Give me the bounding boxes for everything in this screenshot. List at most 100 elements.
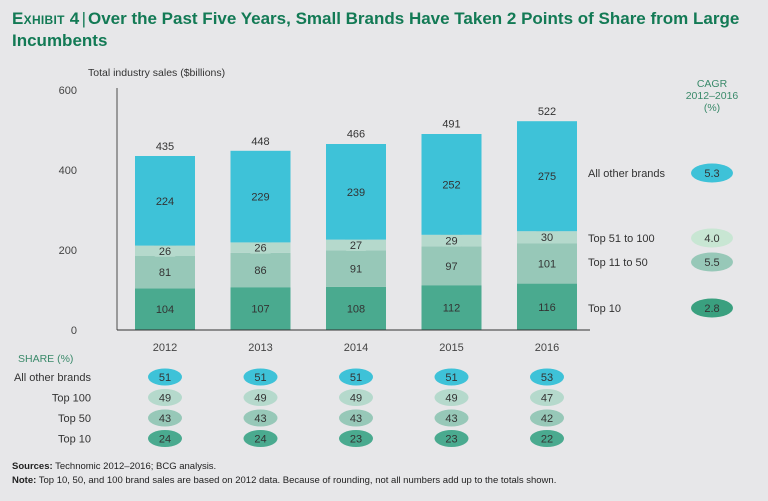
share-value: 43 — [254, 413, 266, 425]
bar-value-label: 224 — [156, 196, 174, 208]
share-value: 42 — [541, 413, 553, 425]
legend-label: Top 11 to 50 — [588, 257, 648, 269]
cagr-value: 5.3 — [704, 168, 719, 180]
bar-value-label: 97 — [445, 261, 457, 273]
share-row-label: Top 10 — [58, 434, 91, 446]
share-row-label: All other brands — [14, 372, 92, 384]
share-oval — [530, 409, 564, 427]
share-value: 51 — [159, 372, 171, 384]
note-label: Note: — [12, 475, 37, 486]
share-value: 49 — [350, 393, 362, 405]
share-oval — [339, 368, 373, 386]
note-text: Top 10, 50, and 100 brand sales are base… — [38, 475, 557, 486]
bar-segment-top-10 — [517, 283, 577, 330]
share-value: 51 — [350, 372, 362, 384]
bar-value-label: 81 — [159, 267, 171, 279]
share-oval — [530, 368, 564, 386]
bar-value-label: 239 — [347, 187, 365, 199]
bar-segment-top-11-to-50 — [135, 256, 195, 289]
bar-total-label: 448 — [251, 136, 269, 148]
cagr-value: 2.8 — [704, 303, 719, 315]
bar-value-label: 26 — [159, 246, 171, 258]
bar-segment-all-other-brands — [517, 121, 577, 232]
bar-segment-top-10 — [135, 288, 195, 330]
share-value: 51 — [254, 372, 266, 384]
cagr-oval — [691, 163, 733, 183]
x-tick-label: 2012 — [153, 342, 177, 354]
cagr-value: 4.0 — [704, 233, 719, 245]
cagr-oval — [691, 228, 733, 248]
cagr-header: (%) — [704, 102, 720, 114]
bar-label-background — [440, 233, 463, 247]
share-value: 24 — [254, 434, 266, 446]
share-value: 51 — [445, 372, 457, 384]
bar-value-label: 86 — [254, 265, 266, 277]
x-tick-label: 2016 — [535, 342, 559, 354]
share-value: 23 — [445, 434, 457, 446]
bar-value-label: 101 — [538, 258, 556, 270]
bar-label-background — [154, 243, 176, 257]
share-value: 47 — [541, 393, 553, 405]
share-value: 43 — [350, 413, 362, 425]
share-oval — [530, 389, 564, 406]
x-tick-label: 2015 — [439, 342, 463, 354]
bar-segment-top-10 — [326, 286, 386, 330]
exhibit-title: Exhibit 4 | Over the Past Five Years, Smal… — [12, 8, 752, 52]
bar-segment-top-11-to-50 — [421, 246, 482, 286]
bar-value-label: 107 — [251, 304, 269, 316]
share-oval — [243, 389, 278, 406]
legend-label: All other brands — [588, 168, 666, 180]
share-oval — [148, 389, 182, 406]
share-value: 43 — [159, 413, 171, 425]
exhibit-number: Exhibit 4 — [12, 9, 80, 28]
bar-segment-top-11-to-50 — [326, 250, 386, 287]
exhibit-heading: Over the Past Five Years, Small Brands H… — [12, 9, 740, 50]
bar-value-label: 229 — [251, 192, 269, 204]
y-axis-title: Total industry sales ($billions) — [88, 67, 225, 79]
bar-value-label: 29 — [445, 236, 457, 248]
cagr-oval — [691, 298, 733, 318]
bar-segment-top-11-to-50 — [230, 252, 291, 288]
bar-value-label: 91 — [350, 264, 362, 276]
bar-value-label: 112 — [443, 303, 461, 315]
share-title: SHARE (%) — [18, 353, 73, 365]
bar-total-label: 435 — [156, 141, 174, 153]
y-tick-label: 400 — [59, 165, 77, 177]
bar-value-label: 252 — [442, 179, 460, 191]
sources-text: Technomic 2012–2016; BCG analysis. — [55, 461, 217, 472]
share-oval — [243, 368, 278, 386]
bar-label-background — [345, 238, 367, 251]
share-value: 23 — [350, 434, 362, 446]
x-tick-label: 2014 — [344, 342, 368, 354]
title-separator: | — [81, 9, 86, 28]
share-oval — [243, 430, 278, 447]
bar-value-label: 104 — [156, 304, 174, 316]
bar-total-label: 522 — [538, 106, 556, 118]
share-row-label: Top 100 — [52, 393, 91, 405]
share-value: 49 — [445, 393, 457, 405]
bar-label-background — [536, 230, 558, 244]
share-value: 49 — [159, 393, 171, 405]
share-oval — [243, 409, 278, 427]
cagr-header: CAGR — [697, 78, 728, 90]
bar-value-label: 275 — [538, 171, 556, 183]
bar-value-label: 27 — [350, 240, 362, 252]
share-oval — [148, 409, 182, 427]
share-oval — [434, 409, 469, 427]
cagr-oval — [691, 252, 733, 272]
bar-value-label: 116 — [538, 302, 556, 314]
x-tick-label: 2013 — [248, 342, 272, 354]
share-value: 22 — [541, 434, 553, 446]
y-tick-label: 0 — [71, 325, 77, 337]
legend-label: Top 10 — [588, 303, 621, 315]
bar-segment-all-other-brands — [326, 144, 386, 240]
bar-segment-top-10 — [230, 287, 291, 330]
bar-segment-top-11-to-50 — [517, 243, 577, 284]
sources-label: Sources: — [12, 461, 53, 472]
bar-value-label: 30 — [541, 232, 553, 244]
share-oval — [530, 430, 564, 447]
share-oval — [339, 389, 373, 406]
share-oval — [434, 389, 469, 406]
share-oval — [339, 409, 373, 427]
